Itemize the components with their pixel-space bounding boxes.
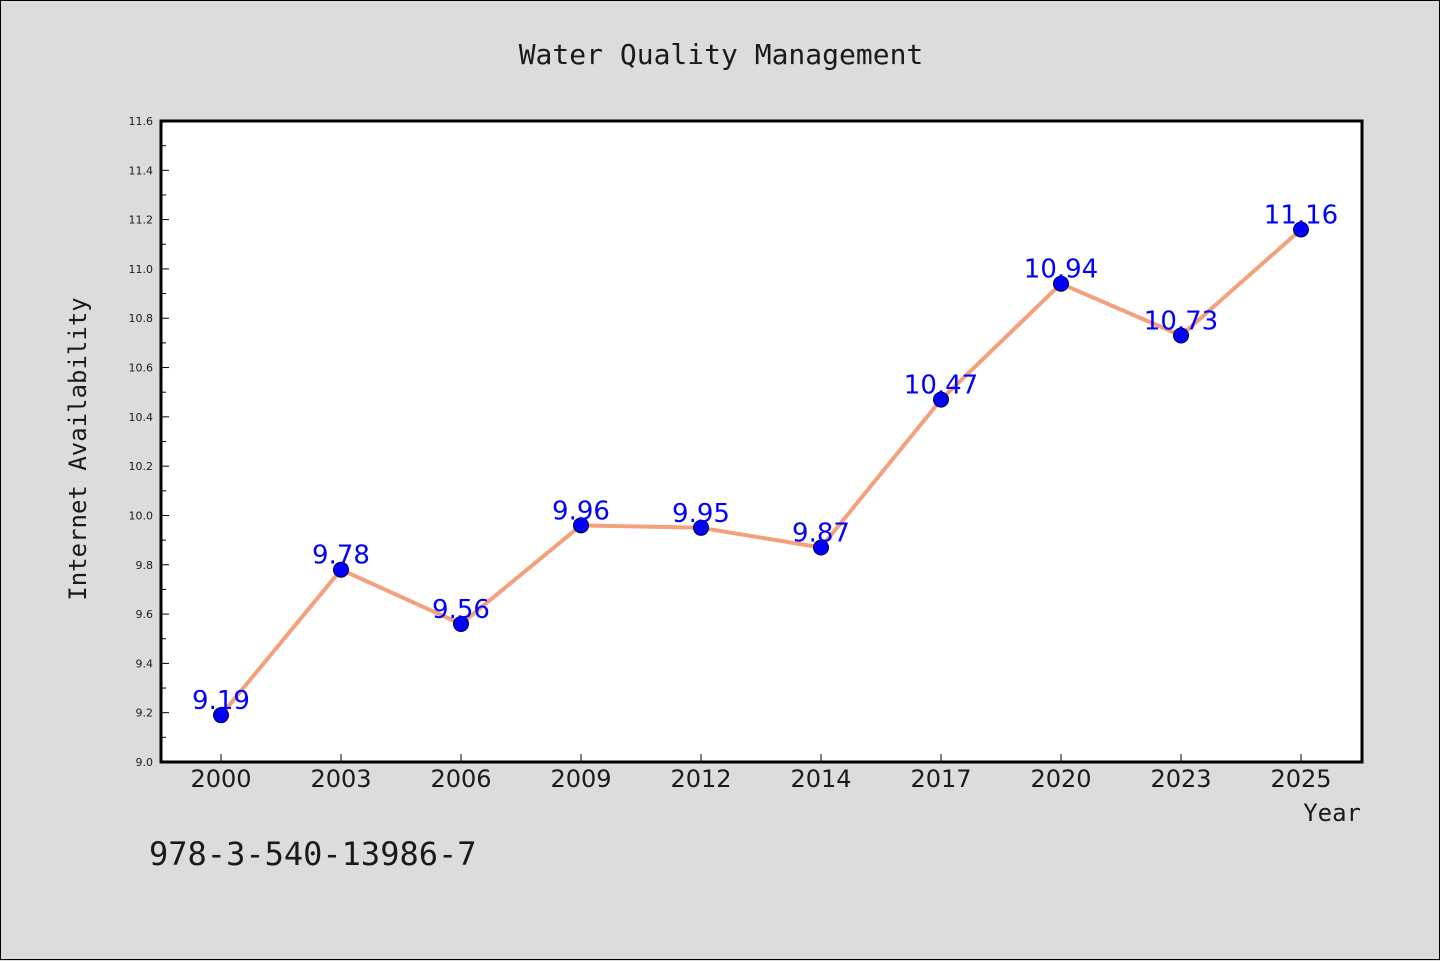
y-tick-label: 11.2 (129, 214, 154, 227)
y-tick-label: 9.4 (136, 657, 154, 670)
data-point (333, 561, 349, 578)
data-label: 10.73 (1144, 306, 1218, 336)
x-tick-label: 2012 (670, 765, 731, 793)
y-tick-label: 11.6 (129, 115, 154, 128)
data-label: 9.78 (312, 541, 370, 571)
data-label: 9.96 (552, 496, 610, 526)
isbn-text: 978-3-540-13986-7 (149, 835, 477, 873)
y-tick-label: 9.8 (136, 559, 154, 572)
y-tick-label: 9.0 (136, 756, 154, 769)
data-label: 10.94 (1024, 255, 1098, 285)
data-point (1293, 221, 1309, 238)
series-group: 9.19 9.78 9.56 9.96 9.95 9.87 10.47 10.94 10.73 1… (192, 200, 1338, 724)
data-point (933, 391, 949, 408)
x-tick-label: 2023 (1150, 765, 1211, 793)
x-tick-label: 2000 (190, 765, 251, 793)
data-label: 9.56 (432, 595, 490, 625)
data-label: 10.47 (904, 371, 978, 401)
data-point (813, 539, 829, 556)
y-tick-label: 10.0 (129, 509, 154, 522)
data-point (213, 707, 229, 724)
data-point (453, 615, 469, 632)
y-tick-label: 10.4 (129, 411, 154, 424)
data-point (573, 517, 589, 534)
x-axis-label: Year (1303, 799, 1361, 827)
y-tick-label: 11.4 (129, 164, 154, 177)
data-point (1173, 327, 1189, 344)
x-axis-ticks: 2000 2003 2006 2009 2012 2014 2017 2020 2023 2025 (190, 754, 1332, 793)
x-tick-label: 2020 (1030, 765, 1091, 793)
y-tick-label: 9.6 (136, 608, 154, 621)
chart-title: Water Quality Management (519, 38, 924, 71)
x-tick-label: 2025 (1270, 765, 1331, 793)
data-label: 9.19 (192, 686, 250, 716)
x-tick-label: 2009 (550, 765, 611, 793)
y-tick-label: 9.2 (136, 707, 154, 720)
y-tick-label: 10.8 (129, 312, 154, 325)
x-tick-label: 2014 (790, 765, 851, 793)
y-axis-label: Internet Availability (64, 297, 92, 600)
series-line (219, 227, 1303, 718)
y-tick-label: 10.2 (129, 460, 154, 473)
y-axis-ticks: 9.0 9.2 9.4 9.6 9.8 10.0 10.2 10.4 10.6 10.8 11.0 1… (129, 115, 169, 769)
x-tick-label: 2003 (310, 765, 371, 793)
y-tick-label: 11.0 (129, 263, 154, 276)
x-tick-label: 2017 (910, 765, 971, 793)
data-label: 9.87 (792, 519, 850, 549)
x-tick-label: 2006 (430, 765, 491, 793)
data-label: 9.95 (672, 499, 730, 529)
y-tick-label: 10.6 (129, 362, 154, 375)
plot-area (159, 119, 1364, 764)
data-point (693, 519, 709, 536)
data-label: 11.16 (1264, 200, 1338, 230)
data-point (1053, 275, 1069, 292)
